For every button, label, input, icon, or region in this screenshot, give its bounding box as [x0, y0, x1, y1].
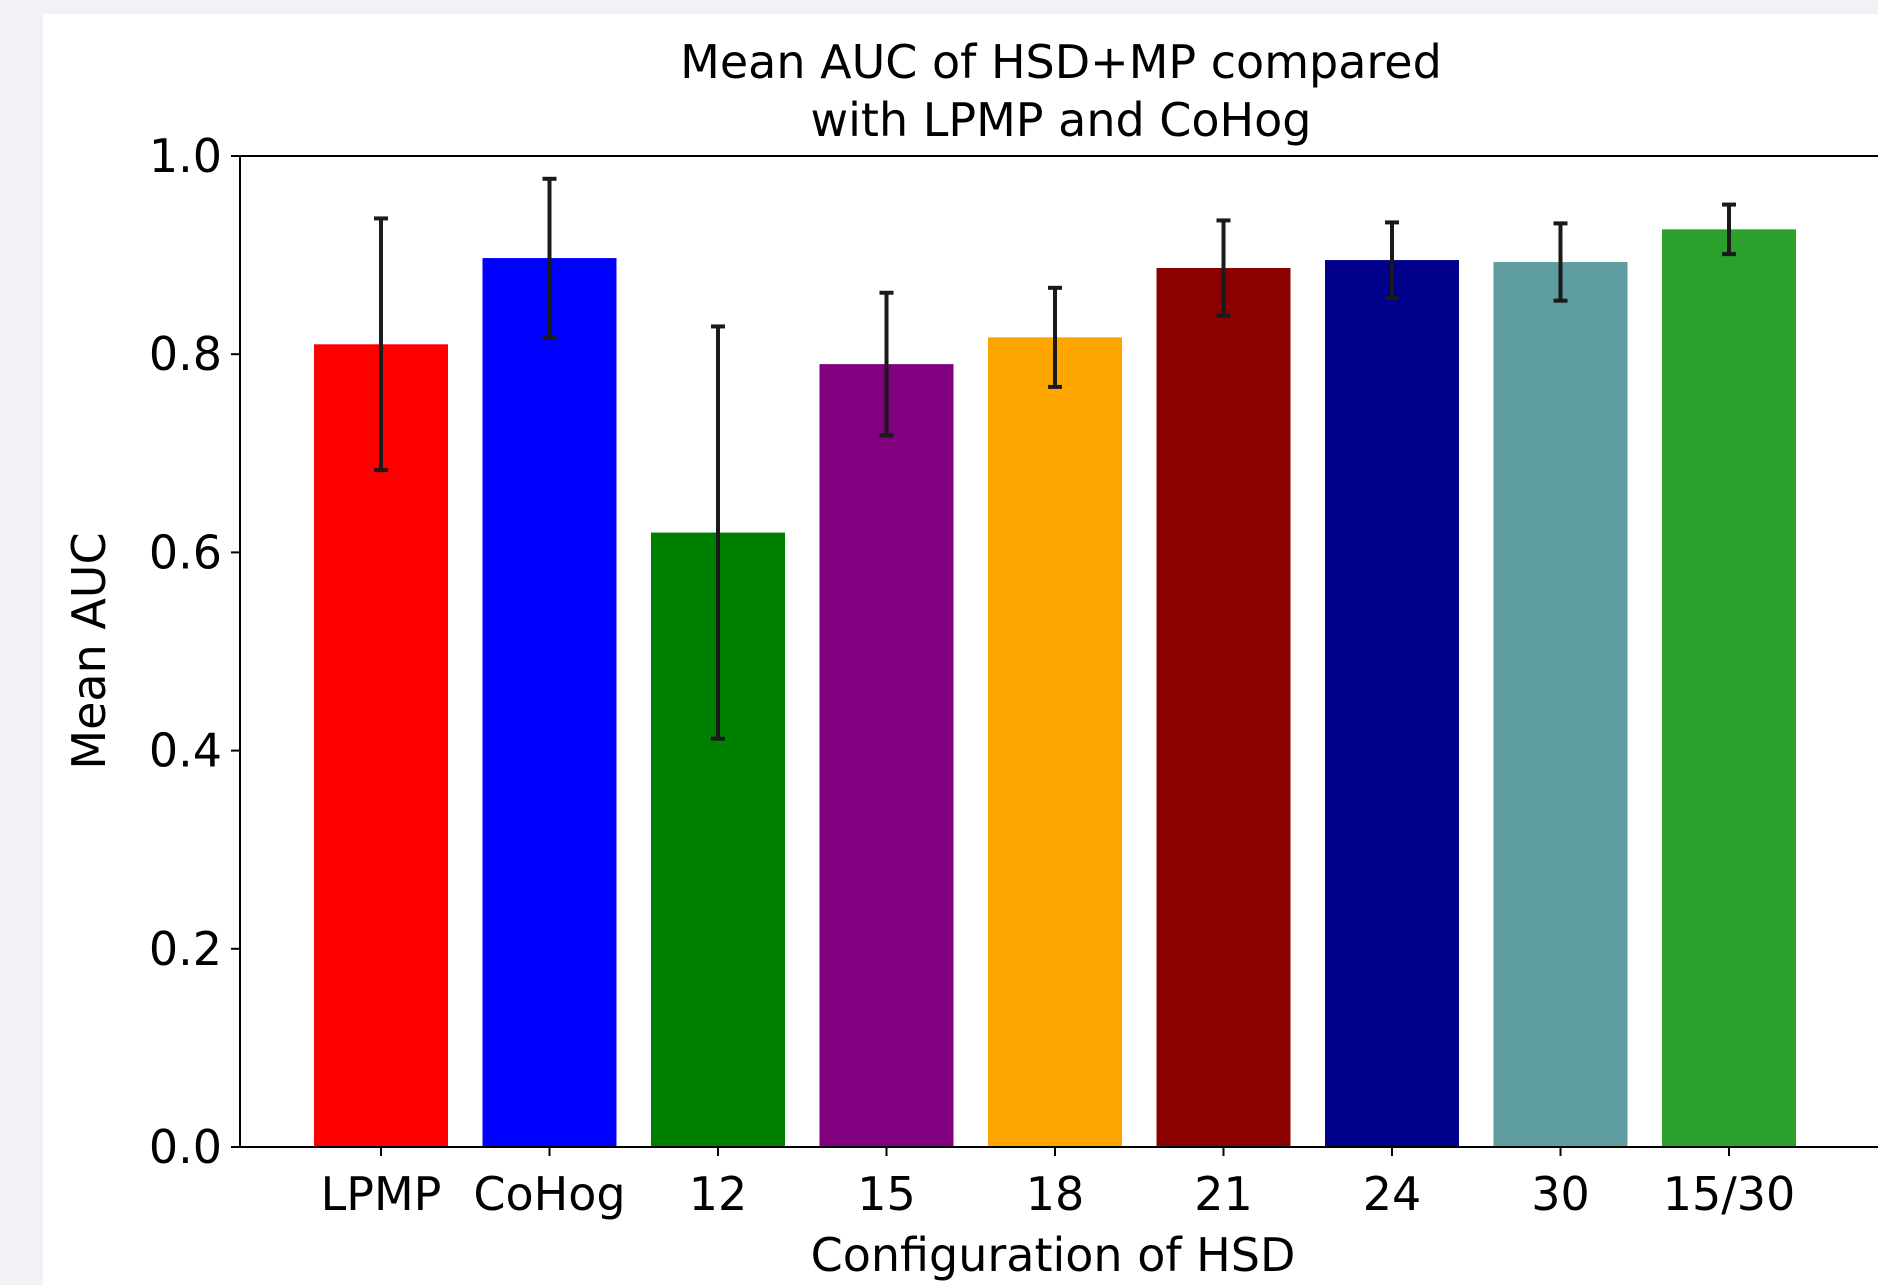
- error-bar-lpmp: [374, 216, 388, 473]
- error-bar-24: [1385, 220, 1399, 300]
- bar-18: [988, 337, 1122, 1147]
- x-axis: LPMP CoHog 12 15 18 21 24 30 15/30: [321, 1147, 1796, 1221]
- y-tick-label: 0.8: [149, 327, 222, 381]
- y-axis: 0.0 0.2 0.4 0.6 0.8 1.0: [149, 129, 240, 1174]
- y-tick-label: 0.4: [149, 724, 222, 778]
- y-tick-label: 0.2: [149, 922, 222, 976]
- error-bar-15-30: [1722, 202, 1736, 257]
- y-tick-label: 0.6: [149, 525, 222, 579]
- bar-30: [1493, 262, 1628, 1147]
- bar-24: [1325, 260, 1459, 1147]
- error-bar-12: [711, 324, 725, 741]
- chart-title-line-1: Mean AUC of HSD+MP compared: [680, 35, 1442, 89]
- bar-15-30: [1662, 229, 1796, 1148]
- error-bar-21: [1216, 218, 1231, 318]
- bar-lpmp: [314, 344, 448, 1147]
- bars-layer: [314, 229, 1796, 1148]
- x-tick-label: 30: [1531, 1167, 1590, 1221]
- y-axis-title: Mean AUC: [62, 532, 116, 769]
- error-bar-18: [1048, 285, 1062, 389]
- error-bar-30: [1553, 221, 1568, 303]
- x-tick-label: 21: [1194, 1167, 1253, 1221]
- bar-chart: Mean AUC of HSD+MP compared with LPMP an…: [62, 35, 1878, 1282]
- x-tick-label: 24: [1363, 1167, 1422, 1221]
- x-axis-title: Configuration of HSD: [811, 1228, 1296, 1282]
- chart-title-line-2: with LPMP and CoHog: [811, 93, 1312, 147]
- chart-figure: Mean AUC of HSD+MP compared with LPMP an…: [43, 14, 1878, 1285]
- x-tick-label: 12: [689, 1167, 748, 1221]
- error-bar-cohog: [542, 176, 557, 340]
- bar-15: [819, 364, 954, 1147]
- chart-title: Mean AUC of HSD+MP compared with LPMP an…: [680, 35, 1442, 147]
- plot-frame: [239, 155, 1878, 1148]
- errorbars-layer: [374, 176, 1736, 741]
- bar-21: [1156, 267, 1291, 1147]
- x-tick-label: 15: [857, 1167, 916, 1221]
- x-tick-label: 15/30: [1663, 1167, 1796, 1221]
- x-tick-label: CoHog: [473, 1167, 625, 1221]
- bar-cohog: [482, 258, 617, 1147]
- x-tick-label: 18: [1026, 1167, 1085, 1221]
- error-bar-15: [879, 290, 894, 438]
- y-tick-label: 1.0: [149, 129, 222, 183]
- y-tick-label: 0.0: [149, 1120, 222, 1174]
- x-tick-label: LPMP: [321, 1167, 442, 1221]
